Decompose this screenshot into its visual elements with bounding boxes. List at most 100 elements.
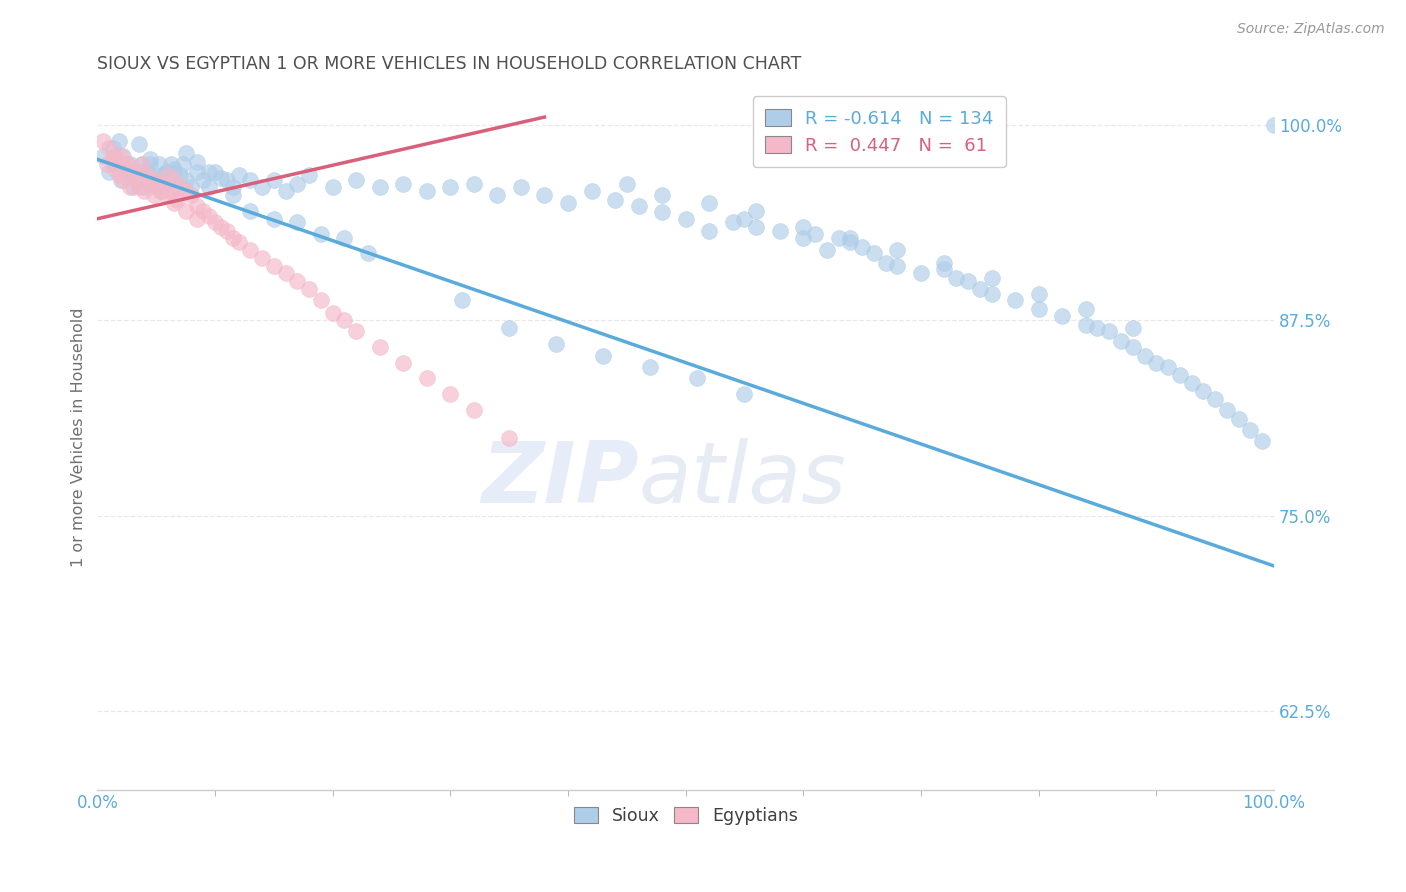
Point (98, 165, 121, 179)
Point (439, 387, 461, 401)
Point (368, 340, 391, 354)
Point (344, 172, 367, 186)
Point (174, 203, 197, 218)
Point (980, 286, 1002, 301)
Point (344, 324, 367, 338)
Point (851, 240, 873, 254)
Point (745, 219, 768, 234)
Point (333, 230, 356, 244)
Point (163, 196, 186, 211)
Point (174, 146, 197, 161)
Point (139, 153, 162, 167)
Text: atlas: atlas (638, 438, 846, 522)
Point (166, 193, 188, 207)
Point (104, 161, 127, 176)
Point (980, 271, 1002, 285)
Point (142, 172, 165, 186)
Point (875, 255, 897, 269)
Point (863, 246, 886, 260)
Point (792, 219, 814, 234)
Point (221, 188, 243, 202)
Point (498, 431, 520, 445)
Point (120, 180, 142, 194)
Point (149, 184, 172, 198)
Point (1251, 434, 1274, 448)
Point (1074, 318, 1097, 332)
Point (180, 188, 202, 202)
Point (160, 157, 183, 171)
Point (392, 356, 415, 370)
Point (139, 178, 162, 192)
Point (1216, 402, 1239, 417)
Point (333, 313, 356, 327)
Text: Source: ZipAtlas.com: Source: ZipAtlas.com (1237, 22, 1385, 37)
Point (416, 184, 439, 198)
Point (1263, 118, 1285, 132)
Point (322, 180, 344, 194)
Point (250, 251, 273, 265)
Point (198, 165, 221, 179)
Point (239, 203, 262, 218)
Point (101, 141, 124, 155)
Point (155, 188, 177, 202)
Point (1004, 293, 1026, 307)
Point (91, 134, 114, 148)
Point (156, 168, 179, 182)
Point (91, 149, 114, 163)
Point (209, 219, 232, 234)
Point (263, 259, 285, 273)
Point (1050, 309, 1073, 323)
Point (675, 211, 697, 226)
Point (193, 172, 215, 186)
Point (186, 199, 208, 213)
Point (287, 215, 309, 229)
Point (239, 243, 262, 257)
Point (186, 211, 208, 226)
Point (1087, 321, 1109, 335)
Point (309, 227, 332, 242)
Point (934, 255, 956, 269)
Point (96, 157, 118, 171)
Point (135, 165, 157, 179)
Point (287, 274, 309, 288)
Point (125, 172, 148, 186)
Text: SIOUX VS EGYPTIAN 1 OR MORE VEHICLES IN HOUSEHOLD CORRELATION CHART: SIOUX VS EGYPTIAN 1 OR MORE VEHICLES IN … (97, 55, 801, 73)
Point (104, 157, 127, 171)
Point (128, 172, 150, 186)
Point (121, 165, 143, 179)
Point (134, 180, 156, 194)
Point (150, 168, 173, 182)
Point (193, 203, 215, 218)
Point (498, 321, 520, 335)
Point (956, 274, 979, 288)
Point (228, 168, 250, 182)
Text: ZIP: ZIP (481, 438, 638, 522)
Point (945, 271, 967, 285)
Point (533, 188, 555, 202)
Point (1028, 286, 1050, 301)
Point (392, 178, 415, 192)
Point (209, 171, 232, 186)
Point (815, 243, 838, 257)
Point (107, 168, 129, 182)
Point (131, 157, 153, 171)
Point (1109, 334, 1132, 348)
Point (142, 188, 165, 202)
Point (509, 180, 531, 194)
Point (148, 157, 170, 171)
Point (557, 196, 579, 211)
Point (121, 180, 143, 194)
Point (101, 153, 124, 167)
Point (463, 402, 485, 417)
Point (287, 178, 309, 192)
Point (745, 203, 768, 218)
Point (104, 149, 127, 163)
Point (309, 293, 332, 307)
Point (172, 157, 194, 171)
Point (827, 230, 849, 244)
Point (131, 157, 153, 171)
Point (204, 165, 226, 179)
Point (112, 172, 135, 186)
Point (651, 205, 673, 219)
Point (107, 134, 129, 148)
